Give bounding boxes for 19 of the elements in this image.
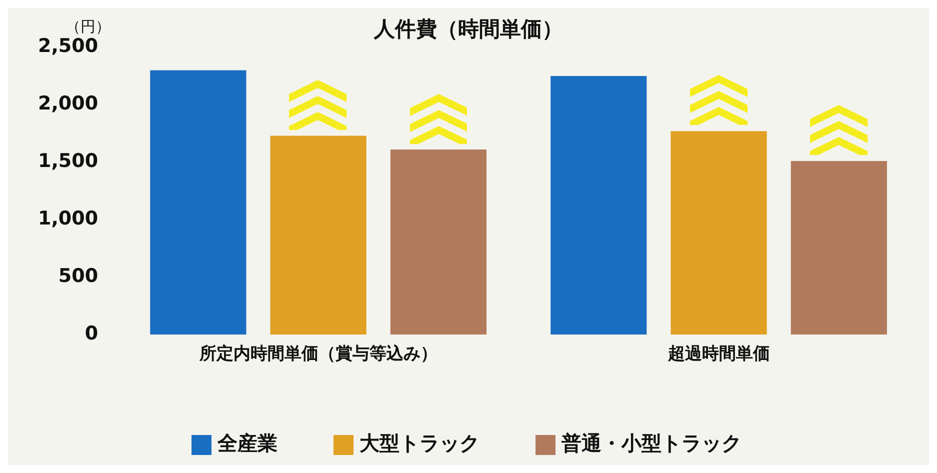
y-tick-label: 0 — [84, 322, 98, 345]
bar — [270, 136, 366, 335]
bar — [550, 76, 647, 335]
y-tick-label: 1,500 — [38, 150, 98, 172]
bar — [150, 70, 246, 335]
legend-label: 普通・小型トラック — [560, 431, 742, 456]
legend-label: 全産業 — [216, 431, 278, 456]
y-tick-label: 1,000 — [38, 208, 98, 230]
bar — [670, 131, 767, 335]
x-tick-label: 超過時間単価 — [666, 344, 770, 364]
legend-label: 大型トラック — [360, 431, 480, 456]
y-tick-label: 500 — [58, 265, 98, 288]
y-tick-label: 2,000 — [38, 92, 98, 115]
bar — [790, 161, 887, 335]
x-tick-label: 所定内時間単価（賞与等込み） — [198, 344, 438, 364]
chart-title: 人件費（時間単価） — [373, 17, 563, 42]
bar — [390, 150, 487, 335]
y-tick-label: 2,500 — [38, 35, 98, 58]
y-axis-title: （円） — [66, 18, 111, 36]
